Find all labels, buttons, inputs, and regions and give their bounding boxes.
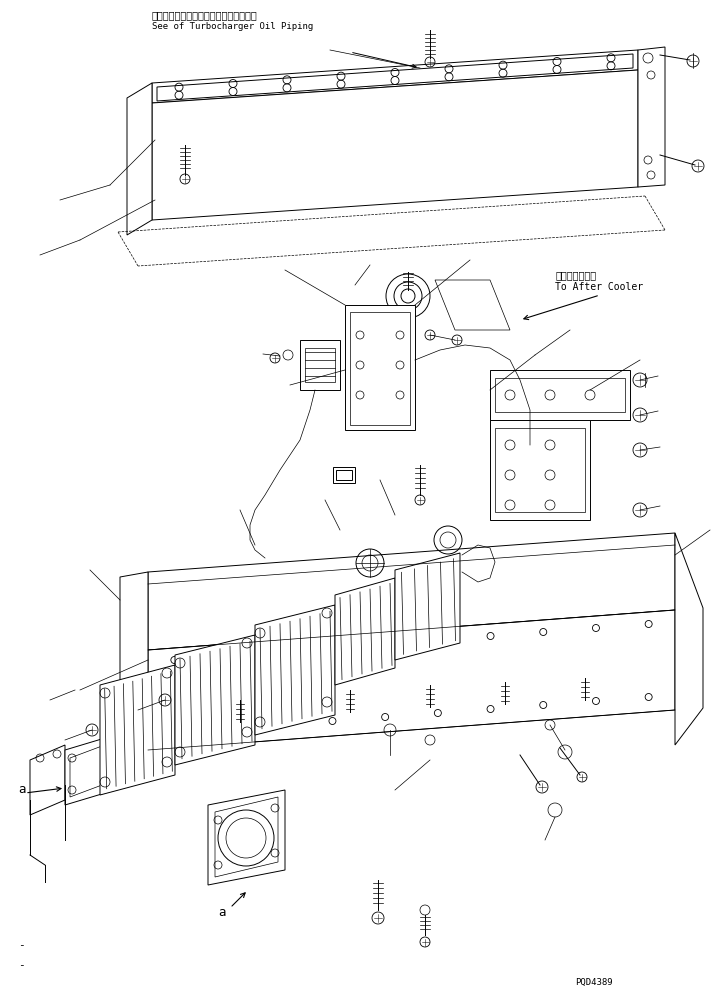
Polygon shape — [675, 533, 703, 745]
Text: -: - — [18, 940, 25, 950]
Polygon shape — [495, 378, 625, 412]
Polygon shape — [305, 348, 335, 382]
Polygon shape — [490, 370, 630, 420]
Text: PQD4389: PQD4389 — [575, 978, 612, 987]
Polygon shape — [208, 790, 285, 885]
Polygon shape — [345, 305, 415, 430]
Polygon shape — [30, 745, 65, 815]
Polygon shape — [395, 553, 460, 660]
Polygon shape — [175, 635, 255, 765]
Polygon shape — [495, 428, 585, 512]
Polygon shape — [127, 83, 152, 235]
Polygon shape — [152, 50, 638, 103]
Polygon shape — [435, 280, 510, 330]
Polygon shape — [100, 665, 175, 795]
Polygon shape — [152, 70, 638, 220]
Text: アフタクーラヘ: アフタクーラヘ — [555, 270, 596, 280]
Polygon shape — [490, 420, 590, 520]
Bar — [333, 467, 355, 483]
Text: a: a — [18, 783, 25, 796]
Polygon shape — [335, 578, 395, 685]
Polygon shape — [148, 533, 675, 650]
Text: a: a — [218, 906, 226, 919]
Bar — [336, 470, 352, 480]
Polygon shape — [70, 743, 110, 797]
Polygon shape — [215, 797, 278, 877]
Polygon shape — [65, 735, 115, 805]
Text: See of Turbocharger Oil Piping: See of Turbocharger Oil Piping — [152, 22, 313, 31]
Text: ターボチャージャオイルパイピング参照: ターボチャージャオイルパイピング参照 — [152, 10, 258, 20]
Polygon shape — [638, 47, 665, 187]
Polygon shape — [120, 572, 148, 755]
Polygon shape — [255, 605, 335, 735]
Polygon shape — [350, 312, 410, 425]
Polygon shape — [300, 340, 340, 390]
Text: -: - — [18, 960, 25, 970]
Polygon shape — [148, 610, 675, 750]
Polygon shape — [157, 54, 633, 101]
Text: To After Cooler: To After Cooler — [555, 282, 643, 292]
